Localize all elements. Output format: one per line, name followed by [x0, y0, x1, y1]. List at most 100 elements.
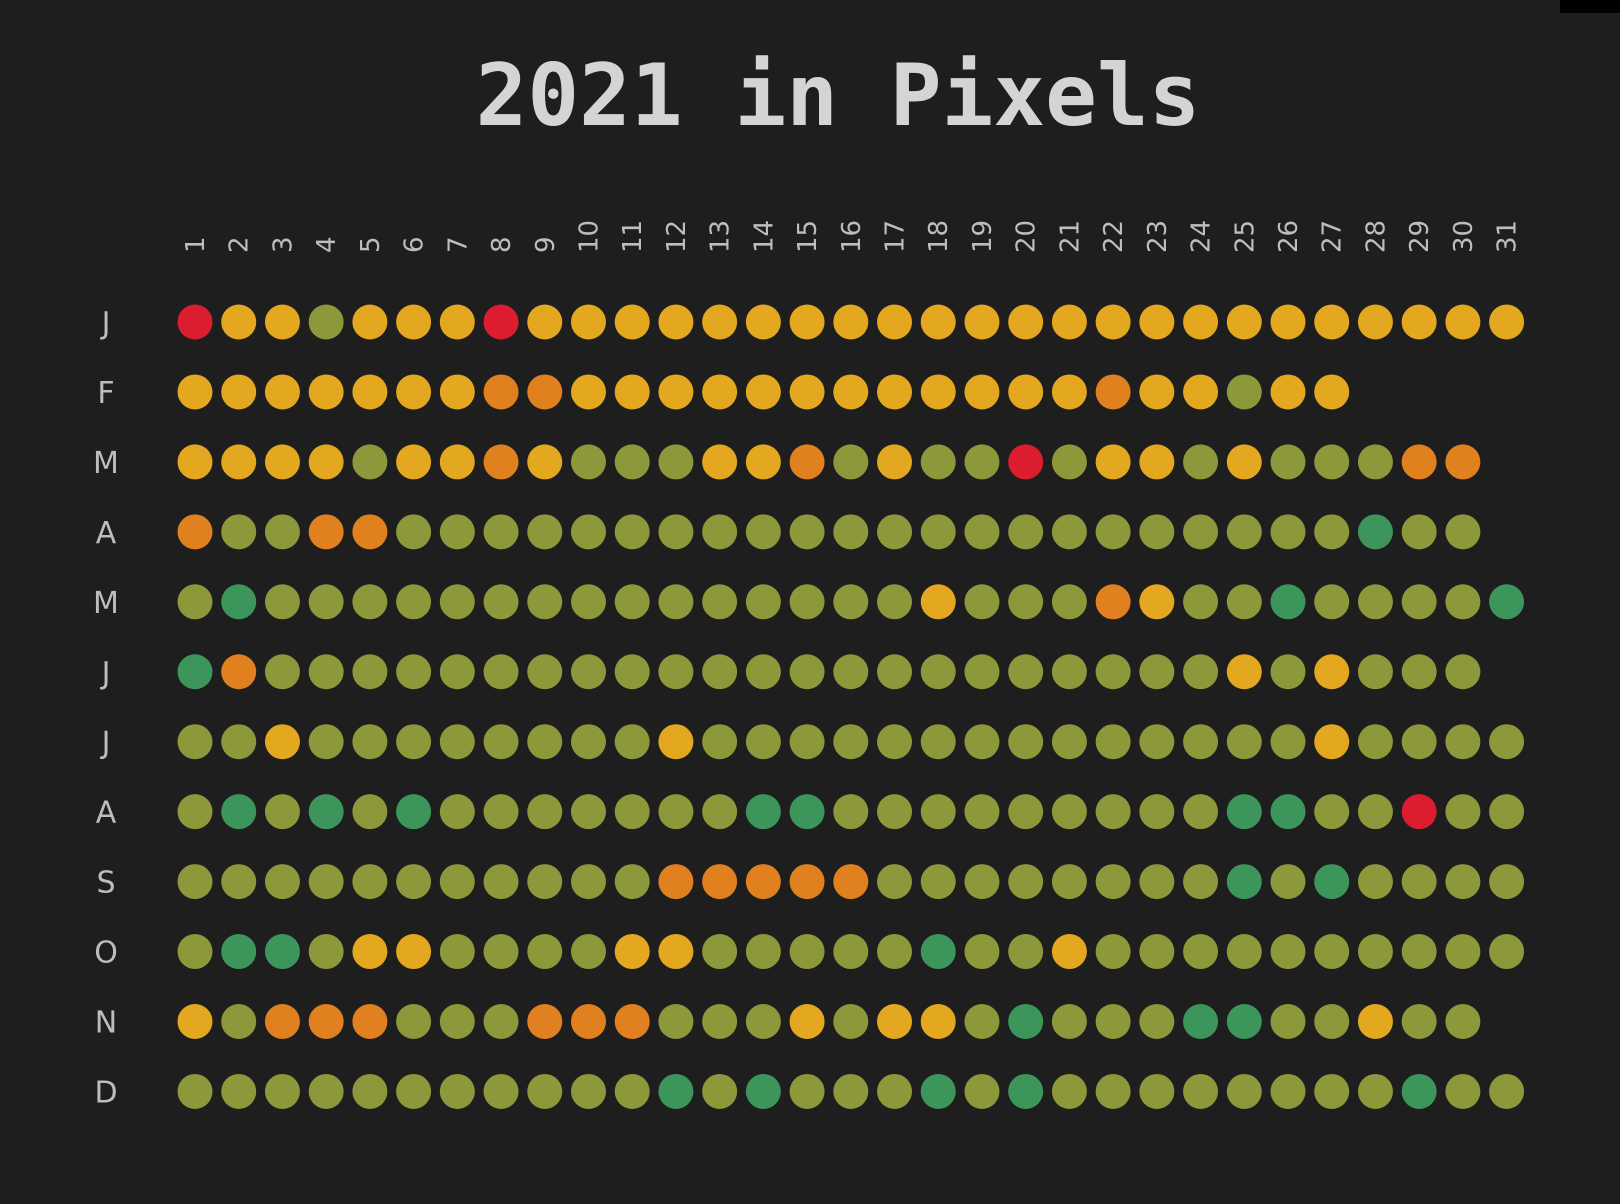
day-pixel: [745, 444, 781, 480]
day-label: 13: [706, 220, 736, 253]
day-pixel: [1401, 864, 1437, 900]
day-pixel: [964, 794, 1000, 830]
day-pixel: [439, 1004, 475, 1039]
day-pixel: [1445, 444, 1481, 480]
day-pixel: [177, 374, 213, 410]
day-pixel: [614, 724, 650, 760]
day-pixel: [1139, 1004, 1175, 1039]
day-pixel: [264, 934, 300, 970]
day-pixel: [264, 514, 300, 550]
day-pixel: [1270, 654, 1306, 690]
day-pixel: [658, 934, 694, 970]
day-pixel: [1139, 654, 1175, 690]
day-pixel: [1139, 584, 1175, 620]
day-pixel: [614, 584, 650, 620]
day-pixel: [789, 934, 825, 970]
day-pixel: [789, 514, 825, 550]
day-pixel: [1008, 444, 1044, 480]
day-label: 26: [1274, 220, 1304, 253]
day-pixel: [352, 304, 388, 340]
day-pixel: [1095, 584, 1131, 620]
day-pixel: [221, 654, 257, 690]
day-pixel: [789, 1073, 825, 1109]
day-label: 3: [268, 236, 298, 253]
day-pixel: [789, 444, 825, 480]
day-pixel: [1226, 654, 1262, 690]
day-pixel: [1095, 864, 1131, 900]
day-pixel: [702, 724, 738, 760]
day-pixel: [1314, 934, 1350, 970]
day-label: 12: [662, 220, 692, 253]
day-pixel: [1183, 1073, 1219, 1109]
day-pixel: [396, 1073, 432, 1109]
day-pixel: [308, 1073, 344, 1109]
day-label: 29: [1405, 220, 1435, 253]
day-pixel: [264, 654, 300, 690]
day-pixel: [1051, 514, 1087, 550]
day-pixel: [352, 654, 388, 690]
day-pixel: [570, 374, 606, 410]
day-pixel: [439, 304, 475, 340]
day-pixel: [264, 1073, 300, 1109]
day-pixel: [1183, 584, 1219, 620]
day-pixel: [877, 444, 913, 480]
day-pixel: [1314, 794, 1350, 830]
day-pixel: [745, 864, 781, 900]
day-pixel: [308, 584, 344, 620]
day-pixel: [264, 444, 300, 480]
day-pixel: [745, 1004, 781, 1039]
day-label: 30: [1449, 220, 1479, 253]
day-pixel: [789, 724, 825, 760]
day-pixel: [1008, 724, 1044, 760]
day-pixel: [964, 1073, 1000, 1109]
day-pixel: [221, 934, 257, 970]
day-label: 27: [1318, 220, 1348, 253]
day-pixel: [789, 654, 825, 690]
day-pixel: [396, 374, 432, 410]
day-pixel: [264, 724, 300, 760]
day-pixel: [833, 654, 869, 690]
day-pixel: [789, 794, 825, 830]
day-pixel: [1008, 584, 1044, 620]
day-pixel: [570, 514, 606, 550]
day-pixel: [658, 1073, 694, 1109]
day-pixel: [1270, 794, 1306, 830]
day-label: 2: [225, 236, 255, 253]
day-pixel: [1314, 304, 1350, 340]
day-pixel: [1357, 794, 1393, 830]
month-label: S: [96, 866, 115, 901]
day-pixel: [527, 1073, 563, 1109]
day-pixel: [527, 584, 563, 620]
day-pixel: [745, 374, 781, 410]
day-pixel: [658, 444, 694, 480]
day-pixel: [1314, 1004, 1350, 1039]
day-pixel: [1445, 864, 1481, 900]
day-pixel: [877, 794, 913, 830]
day-pixel: [877, 934, 913, 970]
day-pixel: [745, 1073, 781, 1109]
day-pixel: [439, 724, 475, 760]
day-pixel: [1270, 864, 1306, 900]
day-pixel: [964, 304, 1000, 340]
day-pixel: [483, 934, 519, 970]
day-pixel: [920, 444, 956, 480]
day-pixel: [745, 934, 781, 970]
day-pixel: [658, 864, 694, 900]
day-pixel: [920, 514, 956, 550]
day-pixel: [483, 1073, 519, 1109]
day-pixel: [1445, 724, 1481, 760]
day-pixel: [1183, 444, 1219, 480]
day-pixel: [1314, 1073, 1350, 1109]
corner-block: [1560, 0, 1620, 13]
day-pixel: [614, 304, 650, 340]
day-pixel: [1445, 794, 1481, 830]
day-pixel: [877, 1004, 913, 1039]
day-pixel: [745, 724, 781, 760]
day-pixel: [570, 934, 606, 970]
day-pixel: [1051, 374, 1087, 410]
day-pixel: [177, 444, 213, 480]
day-pixel: [1226, 1004, 1262, 1039]
day-pixel: [177, 934, 213, 970]
day-pixel: [1095, 444, 1131, 480]
